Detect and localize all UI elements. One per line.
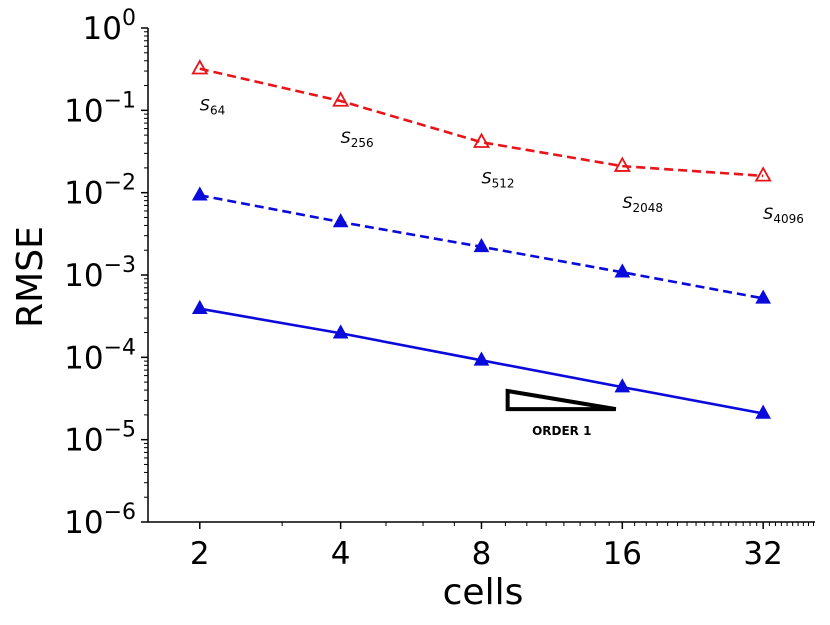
x-tick-label: 2	[190, 536, 210, 572]
series-2-point	[755, 289, 772, 304]
y-tick-label: 10−2	[64, 171, 136, 212]
series-1-point	[191, 59, 209, 75]
y-tick-label: 100	[83, 6, 136, 47]
y-tick-label: 10−6	[64, 500, 136, 541]
series-3-point	[473, 351, 490, 366]
y-tick-label: 10−5	[64, 418, 136, 459]
series-1-point	[613, 156, 631, 172]
series-line-1	[199, 67, 764, 178]
y-axis-title: RMSE	[10, 226, 51, 328]
series-3-point	[755, 404, 772, 419]
y-tick-label: 10−4	[64, 335, 136, 376]
x-tick-label: 16	[603, 536, 642, 572]
tick-layer: 100 10−1 10−2 10−3 10−4 10−5 10−6 2 4 8 16 32	[64, 6, 815, 572]
series-3-point	[191, 299, 208, 314]
series-2-point	[473, 237, 490, 253]
x-tick-label: 8	[472, 536, 492, 572]
series-1-point	[754, 166, 772, 182]
x-tick-label: 4	[331, 536, 351, 572]
sample-annotation: S2048	[622, 193, 663, 215]
y-tick-label: 10−3	[64, 253, 136, 294]
series-2-point	[614, 263, 631, 278]
series-3-point	[332, 324, 349, 339]
sample-annotation: S4096	[763, 204, 804, 226]
series-2-point	[332, 213, 349, 228]
y-tick-label: 10−1	[64, 88, 136, 129]
sample-annotation: S256	[341, 128, 374, 150]
sample-annotation: S512	[481, 168, 514, 190]
sample-annotation: S64	[200, 95, 225, 117]
x-axis-title: cells	[443, 572, 524, 613]
x-tick-label: 32	[743, 536, 782, 572]
annotation-layer: S64 S256 S512 S2048 S4096 ORDER 1	[200, 95, 804, 438]
order-label: ORDER 1	[532, 424, 591, 438]
series-3-point	[614, 378, 631, 393]
series-1-point	[332, 91, 350, 107]
series-layer	[191, 59, 772, 419]
series-1-point	[472, 132, 491, 148]
series-2-point	[191, 186, 208, 201]
order-triangle	[505, 388, 617, 412]
